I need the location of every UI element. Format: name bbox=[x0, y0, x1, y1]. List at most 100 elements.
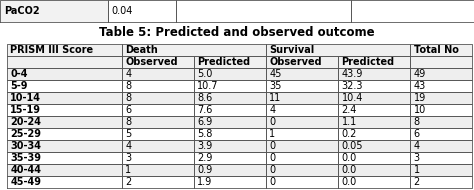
Bar bbox=[338, 104, 410, 116]
Text: 2.9: 2.9 bbox=[197, 153, 213, 163]
Text: 8: 8 bbox=[413, 117, 419, 127]
Text: PRISM III Score: PRISM III Score bbox=[10, 45, 93, 55]
Text: 0: 0 bbox=[269, 177, 275, 187]
Text: 5-9: 5-9 bbox=[10, 81, 28, 91]
Text: 40-44: 40-44 bbox=[10, 165, 41, 175]
Text: Table 5: Predicted and observed outcome: Table 5: Predicted and observed outcome bbox=[99, 26, 375, 39]
Text: 0.04: 0.04 bbox=[112, 6, 133, 16]
Bar bbox=[266, 68, 338, 80]
Bar bbox=[410, 152, 472, 164]
Bar bbox=[194, 140, 266, 152]
Text: Total No: Total No bbox=[413, 45, 458, 55]
Text: PaCO2: PaCO2 bbox=[4, 6, 39, 16]
Bar bbox=[194, 92, 266, 104]
Text: 0.05: 0.05 bbox=[341, 141, 363, 151]
Bar bbox=[194, 104, 266, 116]
Text: 0: 0 bbox=[269, 165, 275, 175]
Text: 0.0: 0.0 bbox=[341, 177, 357, 187]
Bar bbox=[338, 152, 410, 164]
Bar bbox=[410, 44, 472, 56]
Bar bbox=[194, 56, 266, 68]
Bar bbox=[410, 80, 472, 92]
Bar bbox=[122, 164, 194, 176]
Bar bbox=[410, 128, 472, 140]
Text: Observed: Observed bbox=[125, 57, 178, 67]
Bar bbox=[7, 92, 122, 104]
Text: 8.6: 8.6 bbox=[197, 93, 212, 103]
Text: 43: 43 bbox=[413, 81, 426, 91]
Text: 0.0: 0.0 bbox=[341, 165, 357, 175]
Bar bbox=[338, 164, 410, 176]
Bar bbox=[266, 44, 410, 56]
Bar bbox=[122, 140, 194, 152]
Text: 3.9: 3.9 bbox=[197, 141, 212, 151]
Bar bbox=[410, 56, 472, 68]
Text: 4: 4 bbox=[125, 141, 131, 151]
Bar bbox=[122, 80, 194, 92]
Bar bbox=[338, 80, 410, 92]
Bar bbox=[410, 68, 472, 80]
Bar bbox=[7, 152, 122, 164]
Text: 0.9: 0.9 bbox=[197, 165, 212, 175]
Text: Survival: Survival bbox=[269, 45, 315, 55]
Bar bbox=[122, 92, 194, 104]
Bar bbox=[266, 164, 338, 176]
Bar bbox=[108, 0, 175, 22]
Text: 20-24: 20-24 bbox=[10, 117, 41, 127]
Text: 2.4: 2.4 bbox=[341, 105, 357, 115]
Bar bbox=[7, 140, 122, 152]
Text: 10.7: 10.7 bbox=[197, 81, 219, 91]
Text: 2: 2 bbox=[125, 177, 131, 187]
Bar bbox=[122, 44, 266, 56]
Bar bbox=[7, 56, 122, 68]
Bar bbox=[194, 176, 266, 188]
Text: 6.9: 6.9 bbox=[197, 117, 212, 127]
Text: 10: 10 bbox=[413, 105, 426, 115]
Bar bbox=[7, 68, 122, 80]
Bar bbox=[122, 56, 194, 68]
Bar bbox=[194, 152, 266, 164]
Text: Observed: Observed bbox=[269, 57, 322, 67]
Text: 5.0: 5.0 bbox=[197, 69, 213, 79]
Bar bbox=[266, 140, 338, 152]
Text: 45-49: 45-49 bbox=[10, 177, 41, 187]
Bar bbox=[338, 92, 410, 104]
Bar bbox=[410, 164, 472, 176]
Bar bbox=[194, 80, 266, 92]
Text: 3: 3 bbox=[413, 153, 419, 163]
Text: 10.4: 10.4 bbox=[341, 93, 363, 103]
Text: 49: 49 bbox=[413, 69, 426, 79]
Bar bbox=[338, 68, 410, 80]
Bar bbox=[266, 176, 338, 188]
Bar bbox=[266, 92, 338, 104]
Bar bbox=[338, 116, 410, 128]
Bar bbox=[194, 164, 266, 176]
Text: 43.9: 43.9 bbox=[341, 69, 363, 79]
Text: 32.3: 32.3 bbox=[341, 81, 363, 91]
Bar bbox=[7, 176, 122, 188]
Text: 0.0: 0.0 bbox=[341, 153, 357, 163]
Bar bbox=[122, 68, 194, 80]
Text: 0-4: 0-4 bbox=[10, 69, 28, 79]
Bar bbox=[410, 140, 472, 152]
Bar bbox=[410, 116, 472, 128]
Bar bbox=[7, 116, 122, 128]
Bar bbox=[0, 0, 108, 22]
Text: 3: 3 bbox=[125, 153, 131, 163]
Bar bbox=[7, 128, 122, 140]
Bar bbox=[7, 80, 122, 92]
Text: 0.2: 0.2 bbox=[341, 129, 357, 139]
Bar bbox=[338, 140, 410, 152]
Text: 0: 0 bbox=[269, 117, 275, 127]
Text: 15-19: 15-19 bbox=[10, 105, 41, 115]
Bar bbox=[175, 0, 351, 22]
Bar bbox=[266, 80, 338, 92]
Bar bbox=[122, 104, 194, 116]
Bar bbox=[410, 176, 472, 188]
Text: 30-34: 30-34 bbox=[10, 141, 41, 151]
Text: 35: 35 bbox=[269, 81, 282, 91]
Bar bbox=[194, 128, 266, 140]
Text: 8: 8 bbox=[125, 81, 131, 91]
Text: 8: 8 bbox=[125, 93, 131, 103]
Bar bbox=[122, 116, 194, 128]
